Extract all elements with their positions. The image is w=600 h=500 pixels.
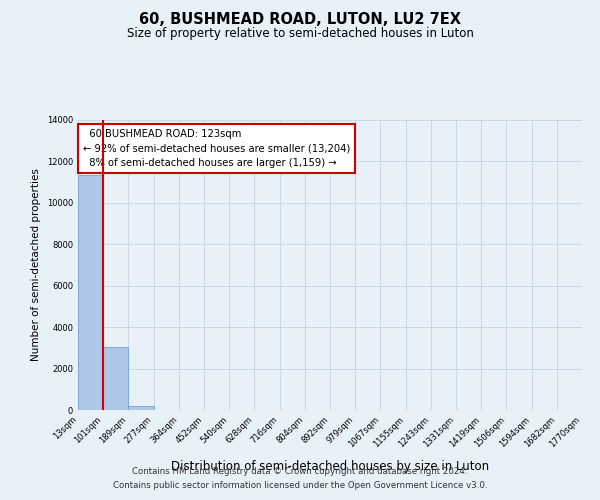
Bar [128,406,154,410]
Bar [78,175,103,410]
Text: 60 BUSHMEAD ROAD: 123sqm
← 92% of semi-detached houses are smaller (13,204)
  8%: 60 BUSHMEAD ROAD: 123sqm ← 92% of semi-d… [83,128,350,168]
Y-axis label: Number of semi-detached properties: Number of semi-detached properties [31,168,41,362]
Text: Contains HM Land Registry data © Crown copyright and database right 2024.: Contains HM Land Registry data © Crown c… [132,468,468,476]
Bar [103,347,128,410]
Text: Contains public sector information licensed under the Open Government Licence v3: Contains public sector information licen… [113,481,487,490]
Text: 60, BUSHMEAD ROAD, LUTON, LU2 7EX: 60, BUSHMEAD ROAD, LUTON, LU2 7EX [139,12,461,28]
Text: Size of property relative to semi-detached houses in Luton: Size of property relative to semi-detach… [127,28,473,40]
X-axis label: Distribution of semi-detached houses by size in Luton: Distribution of semi-detached houses by … [171,460,489,473]
